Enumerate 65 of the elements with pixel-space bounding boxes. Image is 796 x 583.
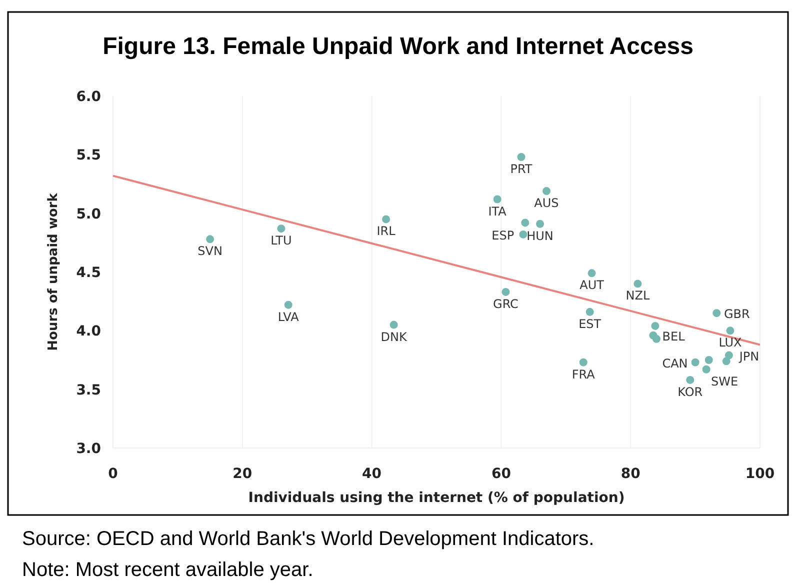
point <box>588 269 596 278</box>
annotation: SVN <box>198 244 222 258</box>
annotation: BEL <box>662 329 686 344</box>
annotation: FRA <box>572 367 596 382</box>
annotation: LVA <box>278 310 300 324</box>
point <box>579 358 588 366</box>
annotation: HUN <box>526 228 554 243</box>
annotation: ITA <box>488 204 508 218</box>
y-tick-label: 5.0 <box>76 206 102 222</box>
chart-title: Figure 13. Female Unpaid Work and Internet Access <box>102 33 694 60</box>
point <box>722 357 730 366</box>
y-tick-label: 4.0 <box>76 324 102 340</box>
x-tick-label: 40 <box>362 466 382 482</box>
annotation: AUS <box>534 196 559 210</box>
annotation: JPN <box>738 349 760 364</box>
annotation: SWE <box>711 374 738 388</box>
point <box>586 308 594 316</box>
point <box>702 365 710 374</box>
point <box>686 376 694 384</box>
point <box>704 356 713 364</box>
point <box>284 300 292 309</box>
point <box>519 230 528 238</box>
y-tick-label: 4.5 <box>76 265 101 281</box>
y-tick-label: 6.0 <box>76 89 102 105</box>
point <box>634 280 642 288</box>
text: Note: Most recent available year. <box>22 559 314 581</box>
source-note: Source: OECD and World Bank's World Development Indicators. <box>22 528 594 550</box>
annotation: LUX <box>718 336 742 350</box>
y-tick-label: 5.5 <box>76 148 101 164</box>
annotation: NZL <box>626 288 650 303</box>
annotation: LTU <box>270 234 292 248</box>
point <box>691 358 700 366</box>
point <box>493 195 502 204</box>
x-tick-label: 80 <box>620 466 641 482</box>
annotation: IRL <box>376 224 396 238</box>
point <box>502 288 510 296</box>
x-tick-label: 100 <box>745 466 775 482</box>
point <box>277 224 286 233</box>
annotation: AUT <box>580 278 605 292</box>
annotation: EST <box>578 316 602 331</box>
annotation: DNK <box>380 330 408 344</box>
point <box>390 320 398 329</box>
annotation: GBR <box>724 307 750 322</box>
point <box>726 326 734 335</box>
x-tick-label: 0 <box>108 466 118 482</box>
point <box>536 220 544 228</box>
x-tick-label: 60 <box>491 466 512 482</box>
annotation: ESP <box>492 228 514 242</box>
point <box>206 235 214 244</box>
x-axis-title: Individuals using the internet (% of population) <box>248 490 625 506</box>
point <box>542 187 550 196</box>
y-tick-label: 3.5 <box>76 382 101 398</box>
y-axis-title: Hours of unpaid work <box>46 192 61 351</box>
annotation: CAN <box>662 356 688 370</box>
annotation: PRT <box>510 162 533 176</box>
point <box>712 309 721 318</box>
point <box>651 322 660 330</box>
y-tick-label: 3.0 <box>76 441 102 457</box>
point <box>521 218 530 227</box>
point <box>382 215 390 224</box>
annotation: GRC <box>493 296 518 311</box>
point <box>652 334 660 343</box>
x-tick-label: 20 <box>232 466 252 482</box>
point <box>517 153 526 162</box>
annotation: KOR <box>678 384 703 399</box>
